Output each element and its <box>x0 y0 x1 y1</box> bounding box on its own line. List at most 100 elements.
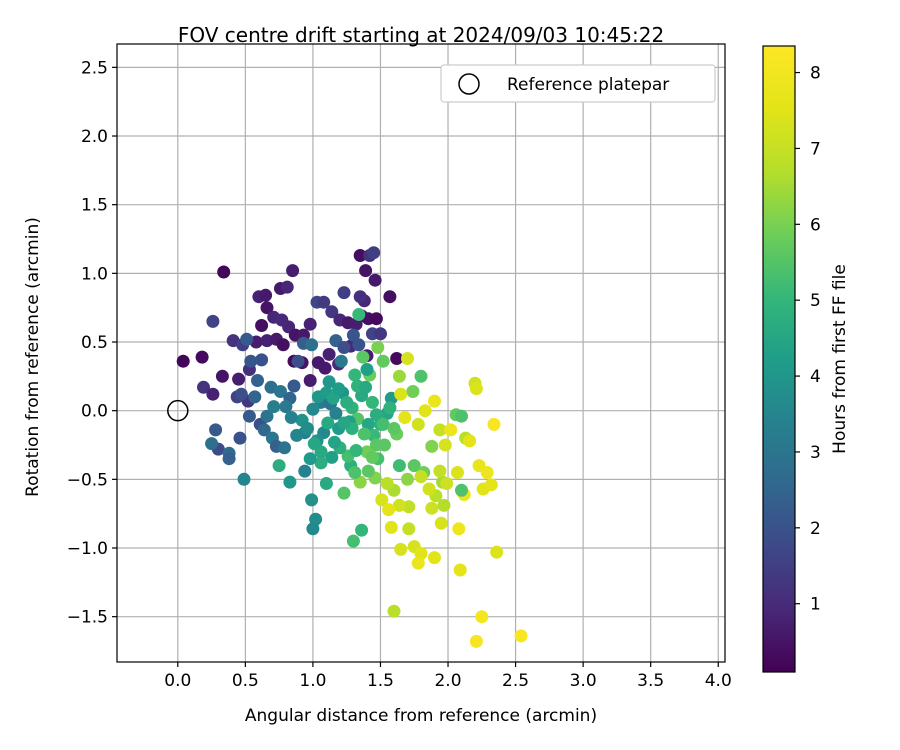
x-tick-label: 3.0 <box>570 671 597 691</box>
data-point <box>352 338 366 352</box>
data-point <box>286 264 300 278</box>
data-point <box>303 374 317 387</box>
data-point <box>306 522 320 536</box>
colorbar: 1 2 3 4 5 6 7 8 Hours from first FF file <box>762 45 850 673</box>
data-point <box>321 416 335 430</box>
data-point <box>276 338 290 352</box>
data-point <box>257 423 271 437</box>
reference-platepar-marker <box>167 399 189 422</box>
data-point <box>348 466 362 479</box>
data-point <box>319 477 333 490</box>
data-point <box>353 290 367 304</box>
data-point <box>382 503 396 517</box>
x-tick-label: 0.0 <box>164 671 191 691</box>
data-point <box>365 450 379 464</box>
data-point <box>206 314 220 328</box>
data-point <box>279 400 293 414</box>
data-point <box>374 327 387 341</box>
data-point <box>359 380 373 394</box>
data-point <box>401 352 414 365</box>
data-point <box>387 422 401 435</box>
data-point <box>215 369 229 383</box>
data-point <box>349 444 363 457</box>
data-point <box>425 439 439 453</box>
colorbar-tick-label: 6 <box>810 215 821 235</box>
data-point <box>283 475 297 489</box>
data-point <box>455 409 468 423</box>
data-point <box>301 422 314 435</box>
x-tick-label: 4.0 <box>705 671 732 691</box>
data-point <box>267 400 281 414</box>
data-point <box>222 452 236 466</box>
data-point <box>206 387 220 401</box>
data-point <box>365 395 379 409</box>
data-point <box>369 438 383 452</box>
y-tick-label: −0.5 <box>67 470 108 490</box>
data-point <box>244 354 258 368</box>
data-point <box>278 441 291 455</box>
data-point <box>303 317 317 331</box>
data-point <box>346 534 360 548</box>
data-point <box>407 459 421 473</box>
data-point <box>434 516 448 530</box>
data-point <box>314 456 328 470</box>
data-point <box>367 246 381 260</box>
y-tick-label: 0.0 <box>81 402 108 422</box>
y-axis-ticks: −1.5 −1.0 −0.5 0.0 0.5 1.0 1.5 2.0 2.5 <box>67 58 117 628</box>
data-point <box>383 290 397 304</box>
colorbar-tick-label: 8 <box>810 64 821 84</box>
data-point <box>406 385 420 398</box>
data-point <box>392 459 406 473</box>
colorbar-ticks: 1 2 3 4 5 6 7 8 <box>795 64 821 615</box>
y-tick-label: 0.5 <box>81 333 108 353</box>
data-point <box>326 391 340 405</box>
data-point <box>369 312 383 326</box>
data-point <box>233 431 247 445</box>
data-point <box>329 406 343 420</box>
data-point <box>305 493 319 507</box>
data-point <box>356 350 370 364</box>
data-point <box>217 265 231 279</box>
data-point <box>325 305 339 319</box>
data-point <box>490 545 504 559</box>
x-axis-label: Angular distance from reference (arcmin) <box>245 706 597 726</box>
data-point <box>325 450 339 464</box>
data-point <box>360 363 374 376</box>
data-point <box>418 404 432 418</box>
data-point <box>176 354 190 368</box>
data-point <box>237 472 251 486</box>
data-point <box>455 483 468 497</box>
data-point <box>328 435 341 449</box>
data-point <box>337 416 351 430</box>
data-point <box>453 563 467 577</box>
data-point <box>353 475 367 489</box>
data-point <box>353 249 367 262</box>
colorbar-tick-label: 2 <box>810 519 821 539</box>
data-point <box>452 522 466 536</box>
grid-lines <box>117 44 725 662</box>
data-point <box>451 466 464 479</box>
data-point <box>337 486 351 500</box>
y-tick-label: 2.0 <box>81 127 108 147</box>
data-point <box>232 372 246 386</box>
data-point <box>303 452 317 466</box>
data-point <box>242 409 256 423</box>
y-tick-label: 1.0 <box>81 264 108 284</box>
data-point <box>414 470 428 484</box>
data-point <box>514 629 528 643</box>
data-point <box>248 390 262 404</box>
y-tick-label: 1.5 <box>81 196 108 216</box>
data-point <box>411 417 425 431</box>
data-point <box>352 308 366 321</box>
data-point <box>433 423 447 437</box>
data-point <box>317 295 331 309</box>
data-point <box>422 482 436 496</box>
data-point <box>255 353 269 367</box>
data-point <box>346 328 360 342</box>
data-point <box>480 466 494 479</box>
data-point <box>390 352 404 365</box>
data-point <box>433 464 447 478</box>
chart-title: FOV centre drift starting at 2024/09/03 … <box>178 23 664 47</box>
data-point <box>291 354 305 368</box>
data-point <box>260 301 274 315</box>
